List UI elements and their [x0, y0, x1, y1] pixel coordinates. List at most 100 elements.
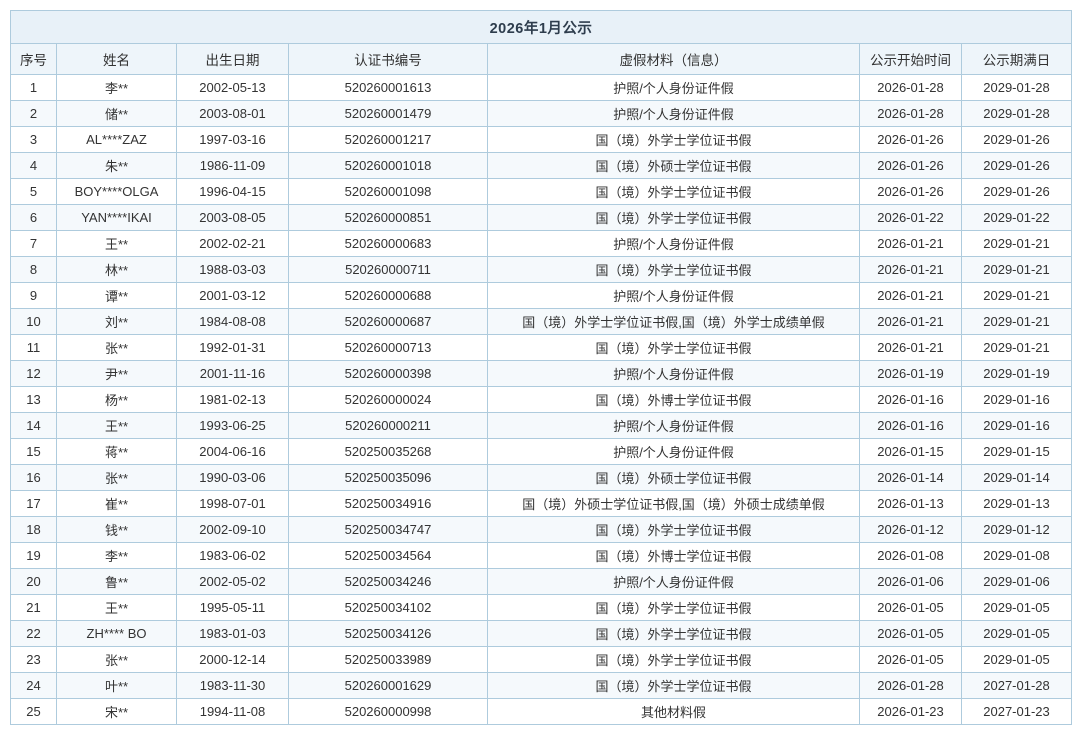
birth-date-cell: 1997-03-16: [176, 126, 289, 153]
expiry-date-cell: 2029-01-12: [960, 516, 1073, 543]
index-cell: 8: [10, 256, 57, 283]
index-cell: 3: [10, 126, 57, 153]
cert-number-cell: 520250034246: [288, 568, 488, 595]
start-date-cell: 2026-01-05: [859, 646, 962, 673]
index-cell: 14: [10, 412, 57, 439]
cert-number-cell: 520260000683: [288, 230, 488, 257]
table-body: 1 李** 2002-05-13 520260001613 护照/个人身份证件假 2026…: [10, 74, 1073, 725]
expiry-date-cell: 2029-01-19: [960, 360, 1073, 387]
name-cell: BOY****OLGA: [56, 178, 177, 205]
birth-date-cell: 2003-08-05: [176, 204, 289, 231]
start-date-cell: 2026-01-22: [859, 204, 962, 231]
fake-material-cell: 国（境）外学士学位证书假: [487, 646, 860, 673]
expiry-date-cell: 2029-01-28: [960, 100, 1073, 127]
expiry-date-cell: 2029-01-16: [960, 412, 1073, 439]
expiry-date-cell: 2029-01-26: [960, 152, 1073, 179]
index-cell: 25: [10, 698, 57, 725]
birth-date-cell: 2001-11-16: [176, 360, 289, 387]
index-cell: 24: [10, 672, 57, 699]
column-header-fake-material: 虚假材料（信息）: [487, 43, 860, 75]
index-cell: 4: [10, 152, 57, 179]
start-date-cell: 2026-01-28: [859, 74, 962, 101]
table-row: 10 刘** 1984-08-08 520260000687 国（境）外学士学位证书假,…: [10, 308, 1073, 335]
expiry-date-cell: 2029-01-21: [960, 334, 1073, 361]
name-cell: YAN****IKAI: [56, 204, 177, 231]
cert-number-cell: 520260000398: [288, 360, 488, 387]
cert-number-cell: 520250033989: [288, 646, 488, 673]
cert-number-cell: 520250034126: [288, 620, 488, 647]
birth-date-cell: 1988-03-03: [176, 256, 289, 283]
fake-material-cell: 护照/个人身份证件假: [487, 74, 860, 101]
birth-date-cell: 1990-03-06: [176, 464, 289, 491]
index-cell: 23: [10, 646, 57, 673]
start-date-cell: 2026-01-16: [859, 386, 962, 413]
expiry-date-cell: 2029-01-22: [960, 204, 1073, 231]
birth-date-cell: 2001-03-12: [176, 282, 289, 309]
fake-material-cell: 护照/个人身份证件假: [487, 438, 860, 465]
start-date-cell: 2026-01-19: [859, 360, 962, 387]
start-date-cell: 2026-01-14: [859, 464, 962, 491]
table-row: 9 谭** 2001-03-12 520260000688 护照/个人身份证件假 2026…: [10, 282, 1073, 309]
start-date-cell: 2026-01-08: [859, 542, 962, 569]
cert-number-cell: 520260000688: [288, 282, 488, 309]
name-cell: 崔**: [56, 490, 177, 517]
expiry-date-cell: 2029-01-05: [960, 594, 1073, 621]
birth-date-cell: 1996-04-15: [176, 178, 289, 205]
fake-material-cell: 国（境）外学士学位证书假: [487, 334, 860, 361]
header-row: 序号 姓名 出生日期 认证书编号 虚假材料（信息） 公示开始时间 公示期满日: [10, 43, 1073, 75]
name-cell: 叶**: [56, 672, 177, 699]
start-date-cell: 2026-01-15: [859, 438, 962, 465]
name-cell: 杨**: [56, 386, 177, 413]
cert-number-cell: 520250034916: [288, 490, 488, 517]
expiry-date-cell: 2029-01-08: [960, 542, 1073, 569]
fake-material-cell: 护照/个人身份证件假: [487, 568, 860, 595]
birth-date-cell: 1981-02-13: [176, 386, 289, 413]
birth-date-cell: 2002-05-02: [176, 568, 289, 595]
expiry-date-cell: 2029-01-13: [960, 490, 1073, 517]
name-cell: 张**: [56, 334, 177, 361]
name-cell: 王**: [56, 594, 177, 621]
name-cell: 鲁**: [56, 568, 177, 595]
name-cell: 张**: [56, 646, 177, 673]
expiry-date-cell: 2029-01-21: [960, 230, 1073, 257]
index-cell: 9: [10, 282, 57, 309]
expiry-date-cell: 2029-01-06: [960, 568, 1073, 595]
name-cell: 王**: [56, 412, 177, 439]
birth-date-cell: 2003-08-01: [176, 100, 289, 127]
cert-number-cell: 520260000998: [288, 698, 488, 725]
birth-date-cell: 2002-05-13: [176, 74, 289, 101]
expiry-date-cell: 2029-01-21: [960, 256, 1073, 283]
table-row: 3 AL****ZAZ 1997-03-16 520260001217 国（境）外学士学…: [10, 126, 1073, 153]
start-date-cell: 2026-01-13: [859, 490, 962, 517]
table-row: 23 张** 2000-12-14 520250033989 国（境）外学士学位证书假 2…: [10, 646, 1073, 673]
name-cell: 尹**: [56, 360, 177, 387]
cert-number-cell: 520260001629: [288, 672, 488, 699]
table-row: 15 蒋** 2004-06-16 520250035268 护照/个人身份证件假 202…: [10, 438, 1073, 465]
table-row: 13 杨** 1981-02-13 520260000024 国（境）外博士学位证书假 2…: [10, 386, 1073, 413]
expiry-date-cell: 2027-01-28: [960, 672, 1073, 699]
start-date-cell: 2026-01-21: [859, 334, 962, 361]
table-row: 12 尹** 2001-11-16 520260000398 护照/个人身份证件假 202…: [10, 360, 1073, 387]
table-row: 18 钱** 2002-09-10 520250034747 国（境）外学士学位证书假 2…: [10, 516, 1073, 543]
start-date-cell: 2026-01-21: [859, 256, 962, 283]
index-cell: 19: [10, 542, 57, 569]
expiry-date-cell: 2029-01-05: [960, 620, 1073, 647]
start-date-cell: 2026-01-16: [859, 412, 962, 439]
name-cell: 王**: [56, 230, 177, 257]
birth-date-cell: 2002-02-21: [176, 230, 289, 257]
start-date-cell: 2026-01-21: [859, 230, 962, 257]
cert-number-cell: 520260001479: [288, 100, 488, 127]
column-header-start-date: 公示开始时间: [859, 43, 962, 75]
table-row: 25 宋** 1994-11-08 520260000998 其他材料假 2026-01-…: [10, 698, 1073, 725]
index-cell: 16: [10, 464, 57, 491]
name-cell: 谭**: [56, 282, 177, 309]
column-header-cert-number: 认证书编号: [288, 43, 488, 75]
table-row: 21 王** 1995-05-11 520250034102 国（境）外学士学位证书假 2…: [10, 594, 1073, 621]
announcement-table: 2026年1月公示 序号 姓名 出生日期 认证书编号 虚假材料（信息） 公示开始时间 公示期…: [9, 10, 1073, 725]
fake-material-cell: 国（境）外学士学位证书假: [487, 672, 860, 699]
index-cell: 2: [10, 100, 57, 127]
table-row: 19 李** 1983-06-02 520250034564 国（境）外博士学位证书假 2…: [10, 542, 1073, 569]
name-cell: 刘**: [56, 308, 177, 335]
birth-date-cell: 1994-11-08: [176, 698, 289, 725]
column-header-name: 姓名: [56, 43, 177, 75]
